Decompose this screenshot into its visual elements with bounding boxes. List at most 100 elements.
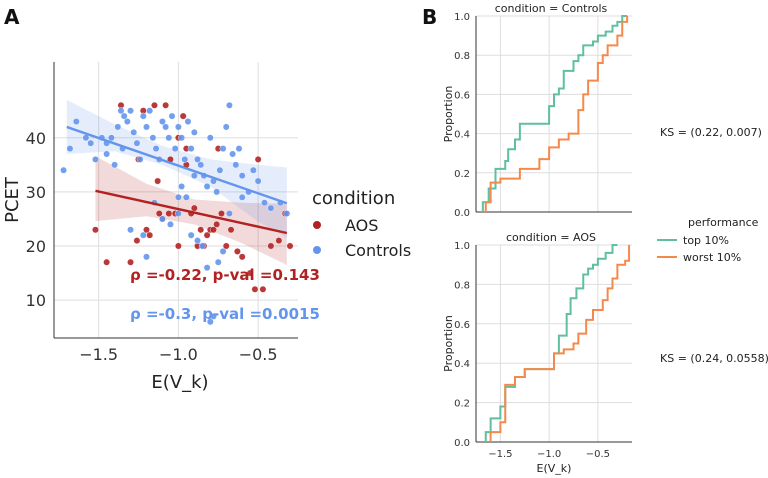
legend-marker-controls (313, 246, 321, 254)
ecdf-line-worst-10 (484, 16, 629, 212)
y-tick-label: 0.0 (454, 438, 470, 449)
x-tick-label: −1.5 (488, 449, 512, 460)
ci-band-controls (66, 99, 287, 238)
point-controls (181, 156, 189, 163)
point-controls (159, 215, 166, 223)
point-controls (87, 139, 95, 147)
x-axis-label: E(V_k) (537, 462, 572, 475)
legend-label-worst: worst 10% (683, 251, 741, 264)
point-controls (162, 123, 170, 131)
x-tick-label: −0.5 (586, 449, 610, 460)
point-aos (179, 112, 187, 120)
y-tick-label: 0.0 (454, 208, 470, 219)
x-axis-label: E(V_k) (151, 372, 208, 393)
point-controls (283, 210, 291, 217)
x-tick-label: −1.0 (159, 345, 198, 364)
point-controls (203, 264, 211, 272)
point-aos (246, 269, 254, 277)
panel-label-a: A (4, 5, 20, 29)
point-controls (178, 183, 185, 190)
point-controls (139, 231, 147, 239)
point-controls (178, 134, 185, 142)
point-controls (133, 139, 141, 147)
point-aos (151, 101, 158, 109)
point-controls (210, 312, 217, 320)
legend-performance: performance top 10% worst 10% (657, 216, 759, 264)
point-controls (171, 145, 179, 152)
y-tick-label: 0.2 (454, 399, 470, 410)
point-aos (162, 101, 170, 109)
point-aos (259, 285, 267, 293)
point-controls (168, 112, 176, 120)
point-controls (226, 210, 233, 217)
point-controls (190, 172, 198, 180)
point-controls (213, 188, 221, 196)
x-tick-label: −0.5 (239, 345, 278, 364)
point-controls (165, 134, 173, 142)
ecdf-line-top-10 (481, 15, 628, 212)
point-aos (103, 258, 111, 266)
y-tick-label: 0.8 (454, 51, 470, 62)
ecdf-plot-controls: 0.0 0.2 0.4 0.6 0.8 1.0 Proportion condition = … (442, 2, 762, 219)
point-controls (184, 118, 192, 125)
point-controls (143, 253, 150, 261)
point-controls (235, 145, 243, 152)
point-aos (210, 226, 217, 234)
point-controls (197, 161, 205, 169)
y-tick-label: 0.8 (454, 280, 470, 291)
point-controls (146, 107, 154, 115)
y-axis-label: Proportion (442, 315, 455, 372)
point-controls (249, 166, 257, 174)
point-aos (218, 210, 225, 217)
point-controls (159, 118, 166, 125)
point-aos (238, 253, 246, 261)
point-controls (219, 145, 227, 152)
point-controls (206, 134, 214, 142)
y-tick-label: 1.0 (454, 12, 470, 23)
point-controls (174, 210, 182, 217)
point-controls (261, 199, 268, 207)
ks-annotation: KS = (0.24, 0.0558) (660, 352, 768, 365)
annotation-aos: ρ =-0.22, p-val =0.143 (130, 266, 320, 284)
point-aos (286, 242, 294, 250)
point-controls (182, 193, 190, 201)
subplot-title: condition = Controls (495, 2, 608, 15)
point-controls (216, 166, 224, 174)
point-controls (152, 145, 160, 152)
point-aos (251, 285, 259, 293)
y-axis-label: PCET (2, 176, 23, 223)
point-aos (227, 226, 235, 234)
y-tick-label: 10 (26, 291, 46, 310)
point-aos (154, 177, 162, 185)
fit-line-controls (66, 125, 288, 205)
point-aos (143, 226, 150, 234)
point-aos (197, 226, 205, 234)
point-controls (136, 156, 144, 163)
point-controls (238, 193, 246, 201)
point-aos (174, 242, 182, 250)
x-tick-label: −1.0 (537, 449, 561, 460)
point-controls (198, 242, 206, 250)
point-aos (267, 242, 275, 250)
legend-title: performance (688, 216, 759, 229)
x-tick-label: −1.5 (79, 345, 118, 364)
point-aos (222, 242, 230, 250)
point-controls (127, 226, 134, 234)
point-controls (103, 150, 111, 158)
point-controls (254, 177, 262, 185)
point-controls (222, 123, 230, 131)
point-controls (167, 220, 174, 228)
ks-annotation: KS = (0.22, 0.007) (660, 126, 762, 139)
point-controls (111, 161, 119, 169)
point-controls (190, 128, 198, 136)
point-aos (190, 204, 198, 212)
point-controls (60, 166, 67, 174)
point-controls (108, 134, 115, 142)
ecdf-plot-aos: 0.0 0.2 0.4 0.6 0.8 1.0 −1.5 −1.0 −0.5 E(V_k) Prop… (442, 231, 768, 475)
point-controls (206, 318, 214, 326)
point-controls (214, 258, 222, 266)
annotation-controls: ρ =-0.3, p-val =0.0015 (130, 305, 320, 323)
y-tick-label: 0.6 (454, 320, 470, 331)
y-tick-label: 20 (26, 237, 46, 256)
